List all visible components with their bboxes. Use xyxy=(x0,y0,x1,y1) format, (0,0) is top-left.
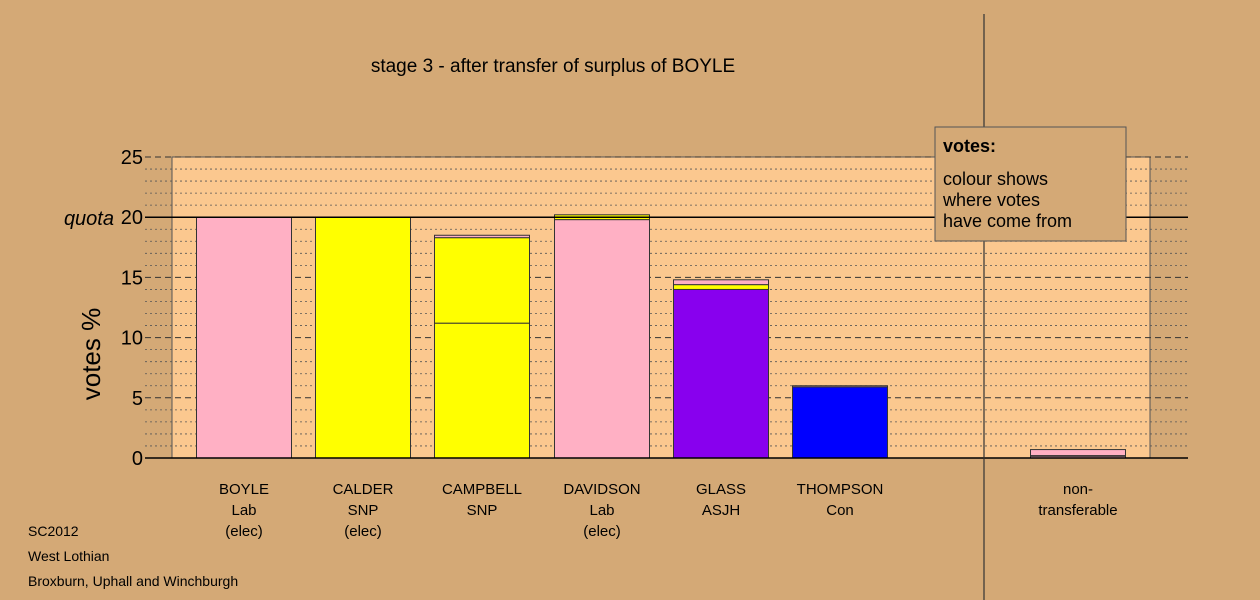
x-tick-label: THOMPSON Con xyxy=(797,481,884,519)
x-tick-label: CAMPBELL SNP xyxy=(442,481,522,519)
bar-stack xyxy=(673,279,769,459)
bar-segment xyxy=(673,279,769,286)
bar-stack xyxy=(434,234,530,459)
footer: SC2012 West Lothian Broxburn, Uphall and W… xyxy=(28,523,238,589)
bar-stack xyxy=(196,216,292,459)
bar-stack xyxy=(315,216,411,459)
bar-segment xyxy=(673,284,769,290)
bar-stack xyxy=(792,385,888,459)
legend-line: colour shows xyxy=(943,169,1048,189)
bar-stack xyxy=(554,214,650,459)
x-tick-label: GLASS ASJH xyxy=(696,481,746,519)
x-tick-label: BOYLE Lab (elec) xyxy=(219,481,269,540)
x-tick-labels: BOYLE Lab (elec) CALDER SNP (elec) CAMPBELL SNP… xyxy=(219,481,1118,540)
bar-segment xyxy=(792,386,888,459)
bar-segment xyxy=(792,385,888,388)
y-tick-label: 25 xyxy=(121,147,143,169)
bar-segment xyxy=(434,234,530,239)
y-tick-label: 5 xyxy=(132,388,143,410)
chart-title: stage 3 - after transfer of surplus of B… xyxy=(371,56,735,77)
y-tick-label: 15 xyxy=(121,267,143,289)
bar-segment xyxy=(1030,449,1126,457)
y-tick-labels: 0 5 10 15 20 25 xyxy=(121,147,143,470)
y-tick-label: 10 xyxy=(121,328,143,350)
legend-box xyxy=(934,126,1127,242)
quota-label: quota xyxy=(64,208,114,230)
x-tick-label: CALDER SNP (elec) xyxy=(333,481,394,540)
bar-segment xyxy=(673,288,769,459)
bar-segment xyxy=(434,237,530,324)
legend-line: where votes xyxy=(942,190,1040,210)
bar-segment xyxy=(434,322,530,459)
gridlines xyxy=(145,156,1188,447)
y-axis-label: votes % xyxy=(76,308,106,401)
legend-title: votes: xyxy=(943,136,996,156)
footer-line: West Lothian xyxy=(28,548,109,564)
x-tick-label: non-transferable xyxy=(1038,481,1117,519)
footer-line: Broxburn, Uphall and Winchburgh xyxy=(28,573,238,589)
bar-segment xyxy=(196,216,292,459)
bar-segment xyxy=(554,219,650,459)
footer-line: SC2012 xyxy=(28,523,79,539)
legend-line: have come from xyxy=(943,211,1072,231)
x-tick-label: DAVIDSON Lab (elec) xyxy=(563,481,640,540)
y-tick-label: 0 xyxy=(132,448,143,470)
y-tick-label: 20 xyxy=(121,207,143,229)
bar-stack xyxy=(1030,449,1126,459)
bar-segment xyxy=(315,216,411,459)
